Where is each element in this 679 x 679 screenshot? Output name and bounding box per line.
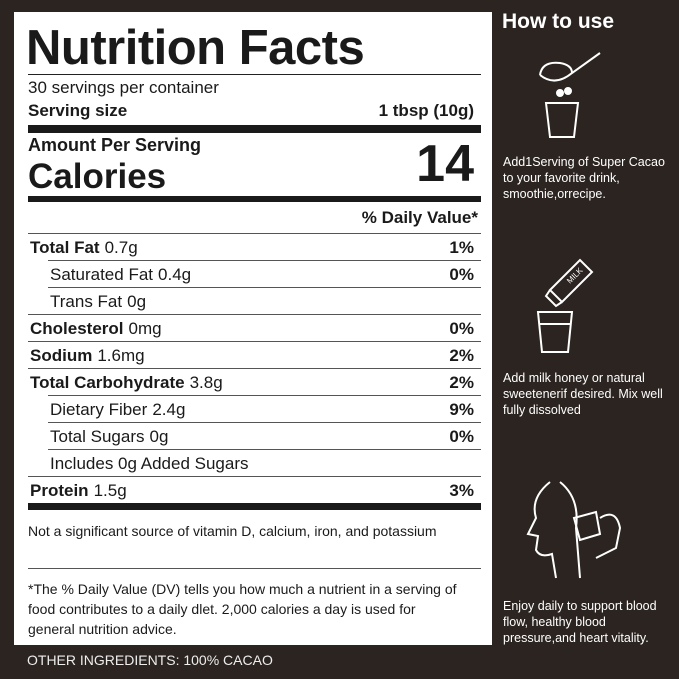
divider xyxy=(28,368,481,369)
daily-value: 0% xyxy=(449,319,474,338)
daily-value: 1% xyxy=(449,238,474,257)
footnote-vitamins: Not a significant source of vitamin D, c… xyxy=(28,523,437,539)
servings: 30 servings per container xyxy=(28,78,219,97)
label-title: Nutrition Facts xyxy=(26,21,365,75)
nutrient-amount: 1.6mg xyxy=(97,346,145,365)
nutrient-name: Total Carbohydrate xyxy=(30,373,185,392)
how-to-use-title: How to use xyxy=(502,10,615,33)
nutrient-name: Includes 0g Added Sugars xyxy=(50,454,249,473)
divider xyxy=(28,233,481,234)
nutrient-row: Cholesterol 0mg 0% xyxy=(28,315,481,342)
daily-value: 2% xyxy=(449,346,474,365)
nutrient-name: Protein xyxy=(30,481,89,500)
nutrient-row: Total Carbohydrate 3.8g 2% xyxy=(28,369,481,396)
nutrient-row: Dietary Fiber 2.4g 9% xyxy=(28,396,481,423)
spoon-icon xyxy=(539,52,601,138)
nutrient-amount: 0g xyxy=(127,292,147,311)
nutrient-amount: 3.8g xyxy=(189,373,223,392)
divider xyxy=(48,260,481,261)
nutrient-row: Saturated Fat 0.4g 0% xyxy=(28,261,481,288)
divider xyxy=(48,287,481,288)
divider xyxy=(28,341,481,342)
daily-value: 2% xyxy=(449,373,474,392)
nutrient-amount: 2.4g xyxy=(152,400,186,419)
nutrient-row: Trans Fat 0g xyxy=(28,288,481,315)
daily-value: 9% xyxy=(449,400,474,419)
amount-per-serving: Amount Per Serving xyxy=(28,135,202,155)
ingredients: OTHER INGREDIENTS: 100% CACAO xyxy=(27,652,273,668)
milk-icon: MILK xyxy=(536,258,594,353)
nutrient-name: Sodium xyxy=(30,346,93,365)
nutrient-name: Total Fat xyxy=(30,238,100,257)
serving-size-value: 1 tbsp (10g) xyxy=(378,101,474,120)
nutrient-row: Total Sugars 0g 0% xyxy=(28,423,481,450)
nutrient-name: Total Sugars xyxy=(50,427,145,446)
calories-value: 14 xyxy=(416,135,474,193)
footnote-dv: *The % Daily Value (DV) tells you how mu… xyxy=(28,581,457,637)
drinking-icon xyxy=(526,481,622,579)
nutrient-amount: 0g xyxy=(149,427,169,446)
divider xyxy=(28,196,481,202)
daily-value: 0% xyxy=(449,265,474,284)
nutrient-amount: 0mg xyxy=(128,319,162,338)
nutrient-amount: 0.7g xyxy=(104,238,138,257)
nutrition-label: Nutrition Facts 30 servings per containe… xyxy=(14,12,492,645)
daily-value: 0% xyxy=(449,427,474,446)
divider xyxy=(28,314,481,315)
daily-value-header: % Daily Value* xyxy=(361,208,478,227)
nutrient-name: Trans Fat xyxy=(50,292,123,311)
divider xyxy=(28,476,481,477)
divider xyxy=(28,125,481,133)
divider xyxy=(48,422,481,423)
divider xyxy=(28,568,481,569)
step-text: Add1Serving of Super Cacao to your favor… xyxy=(503,155,665,201)
nutrient-row: Protein 1.5g 3% xyxy=(28,477,481,504)
daily-value: 3% xyxy=(449,481,474,500)
nutrient-name: Saturated Fat xyxy=(50,265,154,284)
nutrient-amount: 0.4g xyxy=(158,265,192,284)
step-text: Add milk honey or natural sweetenerif de… xyxy=(503,371,663,417)
nutrient-amount: 1.5g xyxy=(93,481,127,500)
divider xyxy=(48,449,481,450)
nutrient-row: Includes 0g Added Sugars xyxy=(28,450,481,477)
divider xyxy=(28,74,481,75)
nutrient-name: Dietary Fiber xyxy=(50,400,148,419)
step-text: Enjoy daily to support blood flow, healt… xyxy=(503,599,657,645)
serving-size-label: Serving size xyxy=(28,101,128,120)
divider xyxy=(28,503,481,510)
nutrient-row: Sodium 1.6mg 2% xyxy=(28,342,481,369)
calories-label: Calories xyxy=(28,157,167,196)
nutrient-name: Cholesterol xyxy=(30,319,124,338)
nutrient-row: Total Fat 0.7g 1% xyxy=(28,234,481,261)
divider xyxy=(48,395,481,396)
